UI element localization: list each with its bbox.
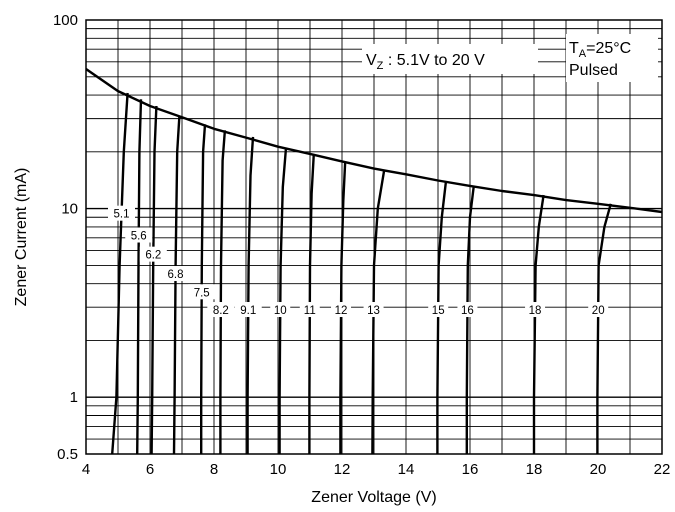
curve-label-6.8: 6.8 (168, 269, 184, 281)
range-annotation-background (362, 44, 538, 74)
pulsed-text: Pulsed (569, 62, 618, 79)
zener-curve-13 (371, 169, 386, 454)
curve-label-bg (107, 205, 135, 221)
curve-label-11: 11 (304, 305, 316, 317)
zener-curve-12 (339, 161, 347, 454)
zener-curve-6.2 (150, 105, 158, 454)
curve-label-8.2: 8.2 (213, 305, 229, 317)
axis-ticks: 4 6 8 10 12 14 16 18 20 22 0.5 1 10 100 (53, 12, 670, 478)
curve-label-7.5: 7.5 (194, 287, 210, 299)
curve-label-20: 20 (592, 305, 605, 317)
zener-curve-20 (596, 203, 612, 454)
zener-curve-16 (465, 185, 475, 454)
curve-label-bg (125, 227, 153, 243)
temperature-text: TA=25°C (569, 40, 631, 60)
curve-label-9.1: 9.1 (240, 305, 256, 317)
zener-curve-9.1 (246, 136, 255, 454)
x-axis-title: Zener Voltage (V) (311, 489, 436, 506)
curve-label-bg (299, 302, 320, 318)
x-tick-label: 4 (82, 461, 90, 478)
zener-curve-10 (278, 147, 288, 454)
range-v: V (366, 52, 377, 69)
curve-label-bg (188, 284, 216, 300)
curve-label-13: 13 (367, 305, 380, 317)
temp-rest: =25°C (586, 40, 631, 57)
x-tick-label: 20 (590, 461, 607, 478)
curve-label-bg (234, 302, 262, 318)
temp-t: T (569, 40, 579, 57)
zener-curve-8.2 (219, 130, 227, 454)
y-axis-title: Zener Current (mA) (13, 168, 30, 307)
curve-label-5.6: 5.6 (131, 231, 147, 243)
curve-label-bg (207, 302, 235, 318)
curve-label-bg (363, 302, 384, 318)
curve-label-bg (457, 302, 478, 318)
x-tick-label: 8 (210, 461, 218, 478)
curve-label-18: 18 (529, 305, 542, 317)
zener-curve-18 (532, 194, 545, 454)
curve-label-12: 12 (335, 305, 348, 317)
plot-frame (85, 19, 663, 455)
envelope-curve (86, 68, 662, 214)
zener-curve-5.6 (136, 99, 143, 454)
y-tick-label: 10 (61, 201, 78, 218)
grid (86, 20, 662, 454)
x-tick-label: 16 (462, 461, 479, 478)
curve-label-bg (162, 266, 190, 282)
range-annotation-text: VZ : 5.1V to 20 V (366, 52, 485, 72)
y-tick-label: 100 (53, 12, 78, 29)
temp-subscript: A (579, 48, 587, 60)
curve-label-5.1: 5.1 (113, 209, 129, 221)
zener-curve-11 (308, 153, 315, 454)
x-tick-label: 18 (526, 461, 543, 478)
x-tick-label: 22 (654, 461, 671, 478)
curve-label-bg (428, 302, 449, 318)
x-tick-label: 14 (398, 461, 415, 478)
curve-label-bg (588, 302, 609, 318)
curve-label-15: 15 (432, 305, 445, 317)
curve-labels: 5.15.6 6.2 6.8 7.58.2 9.1 10 11 12 13 15 16 18 20 (107, 205, 609, 318)
curve-label-bg (139, 246, 167, 262)
range-rest: : 5.1V to 20 V (383, 52, 485, 69)
curve-label-10: 10 (274, 305, 287, 317)
conditions-annotation: TA=25°C Pulsed (566, 34, 658, 82)
range-subscript: Z (377, 60, 384, 72)
curve-label-16: 16 (461, 305, 474, 317)
y-tick-label: 0.5 (57, 446, 78, 463)
plot-lines (86, 68, 662, 454)
x-tick-label: 12 (334, 461, 351, 478)
zener-curve-6.8 (172, 115, 181, 454)
zener-curve-7.5 (199, 124, 207, 454)
y-tick-label: 1 (70, 389, 78, 406)
x-tick-label: 6 (146, 461, 154, 478)
curve-label-bg (525, 302, 546, 318)
curve-label-bg (270, 302, 291, 318)
curve-label-6.2: 6.2 (145, 250, 161, 262)
zener-curve-5.1 (111, 92, 129, 454)
curve-label-bg (331, 302, 352, 318)
conditions-annotation-background (566, 34, 658, 82)
zener-curve-15 (436, 180, 448, 454)
range-annotation: VZ : 5.1V to 20 V (362, 44, 538, 74)
x-tick-label: 10 (270, 461, 287, 478)
